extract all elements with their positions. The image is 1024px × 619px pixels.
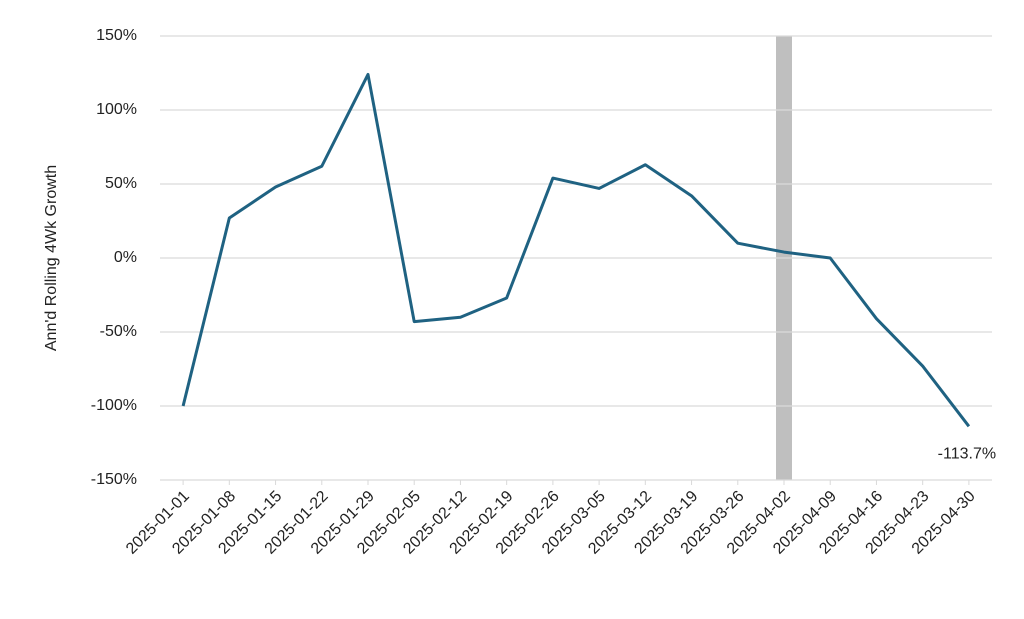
- y-axis-label: Ann'd Rolling 4Wk Growth: [43, 165, 60, 351]
- y-tick-label: -50%: [100, 323, 137, 340]
- y-tick-label: 50%: [105, 175, 137, 192]
- y-tick-label: 150%: [96, 27, 137, 44]
- y-tick-label: 100%: [96, 101, 137, 118]
- series-line: [181, 72, 971, 428]
- data-label: -113.7%: [938, 445, 996, 462]
- y-tick-label: -150%: [91, 471, 137, 488]
- y-tick-label: 0%: [114, 249, 137, 266]
- y-tick-label: -100%: [91, 397, 137, 414]
